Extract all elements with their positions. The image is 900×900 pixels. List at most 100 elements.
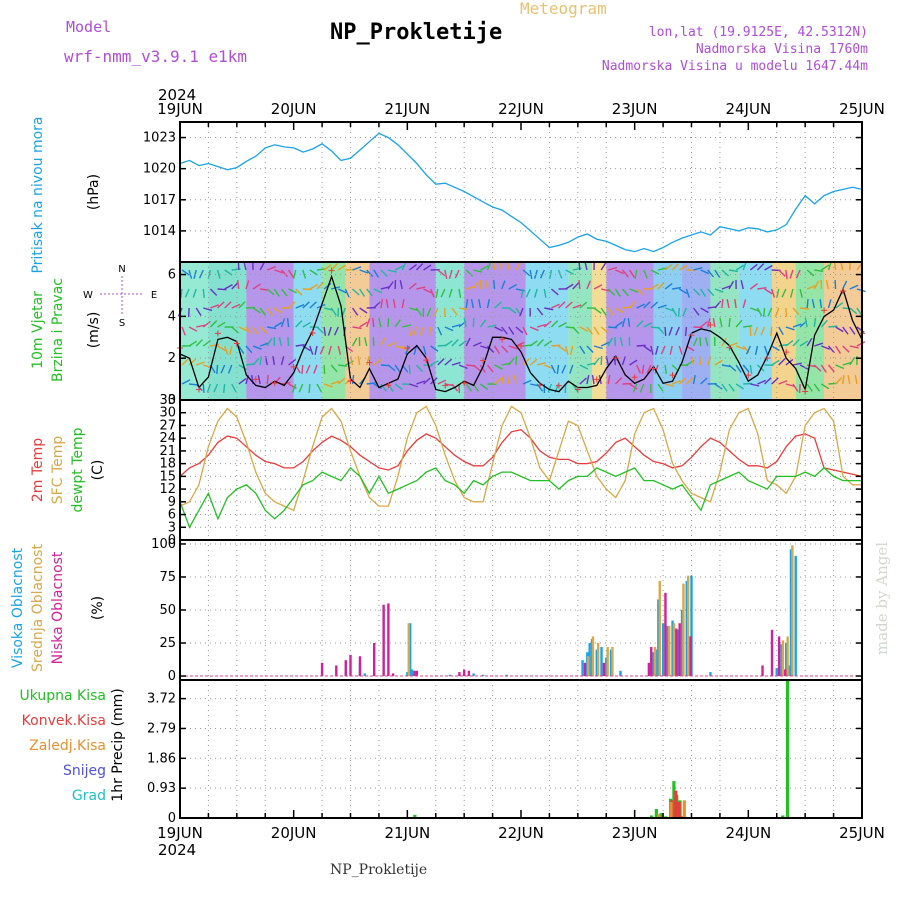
wind-vector xyxy=(278,337,283,347)
wind-vector xyxy=(785,326,795,331)
wind-vector xyxy=(192,288,197,298)
wind-vector xyxy=(600,341,610,347)
wind-gust-marker xyxy=(555,382,562,389)
wind-vector xyxy=(399,280,403,290)
wind-vector xyxy=(245,280,250,290)
wind-vector xyxy=(494,326,503,332)
wind-vector xyxy=(614,336,617,347)
wind-vector xyxy=(210,343,220,347)
wind-vector xyxy=(842,326,849,335)
wind-vector xyxy=(408,326,412,337)
wind-vector xyxy=(841,374,845,385)
clouds-bar xyxy=(606,646,609,677)
wind-vector xyxy=(227,364,233,374)
pressure-panel-frame xyxy=(179,121,863,263)
wind-vector xyxy=(472,341,482,347)
clouds-bar xyxy=(462,669,466,677)
wind-vector xyxy=(614,377,623,385)
compass-w: W xyxy=(83,290,93,301)
wind-vector xyxy=(646,364,652,374)
wind-vector xyxy=(392,299,396,309)
wind-vector xyxy=(458,288,462,298)
wind-vector xyxy=(827,299,832,309)
temperature-series-line xyxy=(179,405,862,512)
x-tick-label-top: 23JUN xyxy=(612,100,658,118)
wind-vector xyxy=(373,359,382,366)
wind-vector xyxy=(778,269,786,277)
wind-vector xyxy=(213,383,219,393)
wind-vector xyxy=(330,364,338,373)
wind-gust-marker xyxy=(802,388,809,395)
wind-vector xyxy=(252,357,260,366)
wind-vector xyxy=(813,364,822,372)
wind-vector xyxy=(328,345,332,355)
wind-vector xyxy=(465,299,469,309)
wind-vector xyxy=(435,288,439,298)
wind-vector xyxy=(835,302,844,309)
wind-vector xyxy=(551,303,560,309)
wind-vector xyxy=(513,375,517,385)
wind-vector xyxy=(198,269,204,279)
wind-vector xyxy=(820,264,830,271)
wind-vector xyxy=(184,288,190,298)
wind-vector xyxy=(579,301,588,309)
wind-vector xyxy=(217,345,226,352)
wind-vector xyxy=(295,304,305,309)
wind-vector xyxy=(309,269,318,276)
precip-legend-label: Snijeg xyxy=(63,763,106,779)
wind-vector xyxy=(586,280,592,290)
wind-vector xyxy=(629,359,638,366)
wind-vector xyxy=(792,362,802,366)
y-tick-label: 0 xyxy=(168,533,176,548)
wind-vector xyxy=(426,307,432,317)
wind-vector xyxy=(828,325,838,328)
wind-vector xyxy=(222,383,226,394)
x-tick-label-bottom: 25JUN xyxy=(839,824,885,842)
wind-vector xyxy=(387,281,394,290)
wind-vector xyxy=(806,337,813,347)
wind-vector xyxy=(614,288,621,297)
wind-vector xyxy=(792,383,799,392)
wind-vector xyxy=(771,345,780,352)
wind-vector xyxy=(259,261,265,271)
wind-vector xyxy=(740,280,744,290)
wind-vector xyxy=(814,342,824,347)
wind-vector xyxy=(437,379,447,385)
wind-vector xyxy=(672,286,682,290)
wind-vector xyxy=(359,288,366,297)
wind-vector xyxy=(754,345,759,355)
clouds-bar xyxy=(761,665,764,677)
wind-vector xyxy=(778,358,786,366)
wind-vector xyxy=(771,377,779,385)
wind-vector xyxy=(558,322,567,328)
wind-vector xyxy=(728,280,735,290)
wind-vector xyxy=(757,379,766,385)
clouds-bar xyxy=(605,657,608,677)
wind-vector xyxy=(735,319,743,328)
wind-vector xyxy=(760,326,766,336)
wind-vector xyxy=(550,364,556,374)
wind-vector xyxy=(465,269,474,277)
wind-vector xyxy=(216,364,219,375)
precip-bar xyxy=(785,680,790,818)
pressure-title: Pritisak na nivou mora xyxy=(30,116,46,273)
wind-vector xyxy=(363,337,368,347)
wind-vector xyxy=(486,364,494,373)
wind-vector xyxy=(366,382,376,385)
wind-vector xyxy=(501,280,506,290)
x-year-top: 2024 xyxy=(158,86,196,104)
wind-vector xyxy=(394,265,404,271)
clouds-bar xyxy=(661,623,665,677)
precip-bar xyxy=(672,781,676,818)
precip-bar xyxy=(669,801,673,818)
wind-vector xyxy=(437,358,445,366)
y-tick-label: 2.79 xyxy=(147,721,176,736)
wind-vector xyxy=(682,307,688,317)
wind-series-line xyxy=(179,274,863,393)
wind-vector xyxy=(378,318,382,328)
wind-vector xyxy=(835,364,845,370)
wind-vector xyxy=(486,261,492,271)
y-tick-label: 25 xyxy=(159,636,176,651)
wind-vector xyxy=(302,269,307,279)
wind-vector xyxy=(600,307,607,316)
